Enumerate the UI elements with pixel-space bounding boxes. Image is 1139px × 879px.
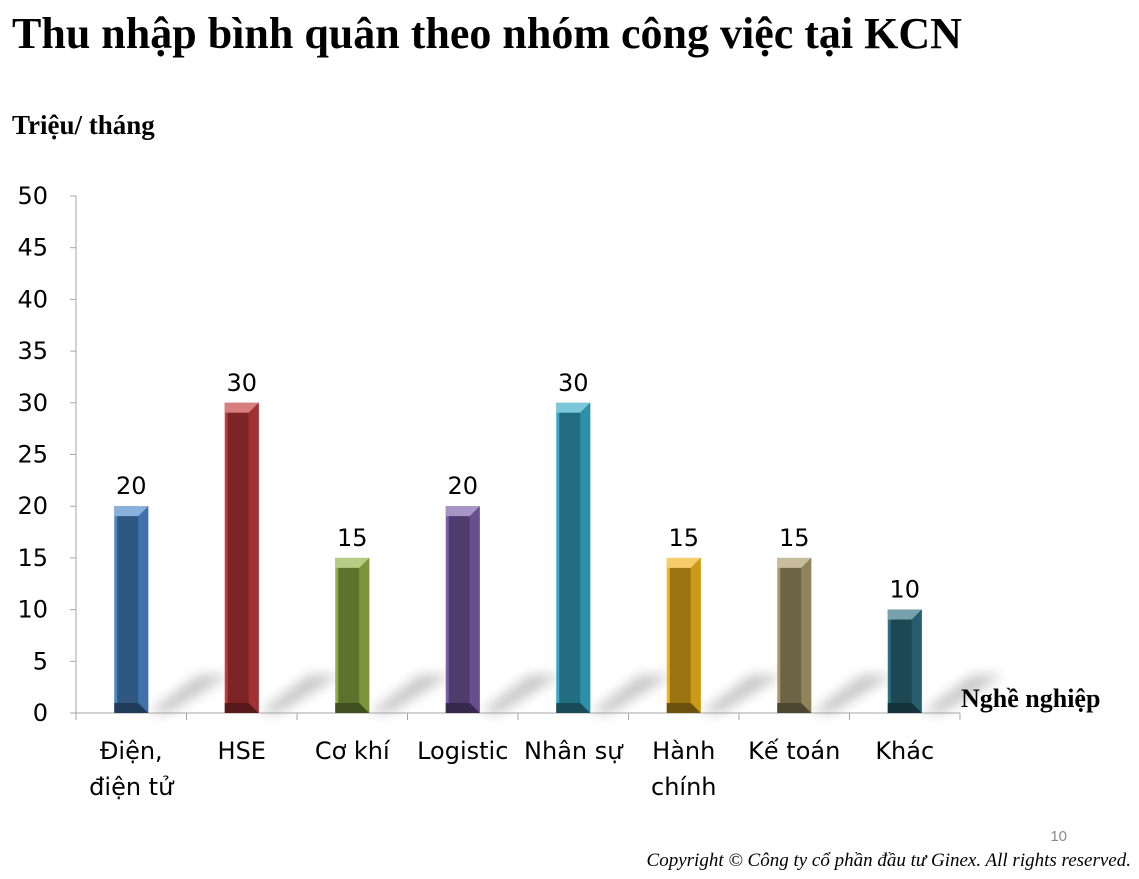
bar-face bbox=[448, 516, 470, 703]
y-tick-label: 15 bbox=[17, 544, 48, 572]
bar-shadow bbox=[258, 675, 341, 713]
bar-side-bevel bbox=[911, 609, 922, 713]
bar-side-bevel bbox=[580, 402, 591, 713]
bar-bottom-bevel bbox=[445, 703, 480, 713]
bar-top-bevel bbox=[777, 557, 812, 568]
bar-shadow bbox=[921, 675, 1004, 713]
bar-top-bevel bbox=[335, 557, 370, 568]
bar-side-bevel bbox=[690, 557, 701, 713]
bar-top-bevel bbox=[666, 557, 701, 568]
bar-face bbox=[559, 412, 581, 703]
bar-bottom-bevel bbox=[556, 703, 591, 713]
category-label: Nhân sự bbox=[524, 737, 624, 765]
bar-bottom-bevel bbox=[666, 703, 701, 713]
bars bbox=[114, 402, 922, 713]
bar-shadow bbox=[590, 675, 673, 713]
bar-value-label: 30 bbox=[226, 369, 257, 397]
bar-bottom-bevel bbox=[224, 703, 259, 713]
y-tick-label: 40 bbox=[17, 285, 48, 313]
bar-shadow bbox=[700, 675, 783, 713]
bar-side-bevel bbox=[138, 506, 149, 713]
labels: 0 5 10 15 20 25 30 35 40 45 50 20 Điện, điện tử 30 HSE 1… bbox=[17, 182, 934, 801]
y-tick-label: 25 bbox=[17, 441, 48, 469]
y-tick-label: 50 bbox=[17, 182, 48, 210]
y-tick-label: 5 bbox=[33, 647, 48, 675]
bar-value-label: 15 bbox=[779, 524, 810, 552]
y-tick-label: 45 bbox=[17, 234, 48, 262]
bar-bottom-bevel bbox=[887, 703, 922, 713]
category-label: Logistic bbox=[417, 737, 508, 765]
bar-side-bevel bbox=[469, 506, 480, 713]
bar-shadow bbox=[811, 675, 894, 713]
bar-face bbox=[780, 567, 802, 703]
category-label: Cơ khí bbox=[315, 737, 391, 765]
bar-value-label: 10 bbox=[889, 576, 920, 604]
y-tick-label: 0 bbox=[33, 699, 48, 727]
bar-side-bevel bbox=[801, 557, 812, 713]
y-tick-label: 35 bbox=[17, 337, 48, 365]
y-axis-label: Triệu/ tháng bbox=[12, 110, 155, 140]
bar-shadow bbox=[148, 675, 231, 713]
x-axis-label: Nghề nghiệp bbox=[961, 684, 1101, 713]
bar-shadows bbox=[148, 675, 1004, 713]
bar-value-label: 15 bbox=[668, 524, 699, 552]
bar-bottom-bevel bbox=[335, 703, 370, 713]
copyright-notice: Copyright © Công ty cổ phần đầu tư Ginex… bbox=[646, 850, 1131, 871]
bar-top-bevel bbox=[224, 402, 259, 413]
bar-top-bevel bbox=[114, 506, 149, 517]
bar-face bbox=[117, 516, 139, 703]
bar-value-label: 20 bbox=[116, 472, 147, 500]
bar-top-bevel bbox=[887, 609, 922, 620]
bar-value-label: 15 bbox=[337, 524, 368, 552]
page-number: 10 bbox=[1050, 828, 1067, 845]
bar-top-bevel bbox=[556, 402, 591, 413]
bar-bottom-bevel bbox=[777, 703, 812, 713]
y-tick-label: 10 bbox=[17, 596, 48, 624]
category-label: Khác bbox=[875, 737, 934, 765]
bar-value-label: 30 bbox=[558, 369, 589, 397]
bar-shadow bbox=[369, 675, 452, 713]
bar-side-bevel bbox=[248, 402, 259, 713]
axes bbox=[70, 195, 961, 720]
category-label: HSE bbox=[218, 737, 266, 765]
bar-top-bevel bbox=[445, 506, 480, 517]
category-label: Điện, bbox=[100, 737, 163, 765]
bar-shadow bbox=[479, 675, 562, 713]
y-tick-label: 20 bbox=[17, 492, 48, 520]
bar-bottom-bevel bbox=[114, 703, 149, 713]
bar-face bbox=[338, 567, 360, 703]
category-label: Kế toán bbox=[748, 737, 840, 765]
category-label: chính bbox=[651, 773, 717, 801]
y-tick-label: 30 bbox=[17, 389, 48, 417]
bar-face bbox=[890, 619, 912, 703]
bar-face bbox=[669, 567, 691, 703]
bar-value-label: 20 bbox=[447, 472, 478, 500]
bar-side-bevel bbox=[359, 557, 370, 713]
category-label: Hành bbox=[652, 737, 715, 765]
bar-face bbox=[227, 412, 249, 703]
category-label: điện tử bbox=[89, 773, 175, 801]
chart-title: Thu nhập bình quân theo nhóm công việc t… bbox=[12, 9, 962, 58]
